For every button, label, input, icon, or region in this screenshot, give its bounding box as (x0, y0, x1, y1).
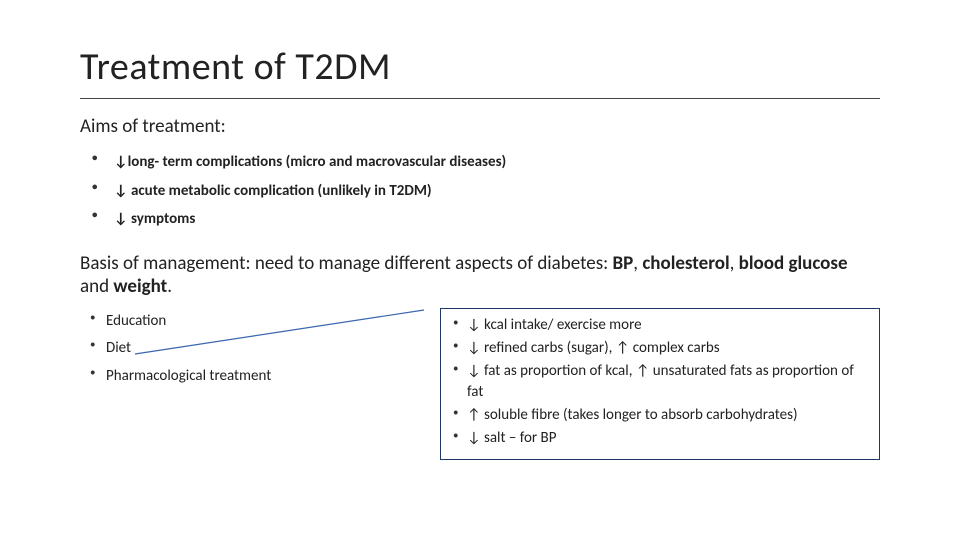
basis-text: Basis of management: need to manage diff… (80, 252, 613, 275)
management-item: Pharmacological treatment (88, 363, 420, 391)
aims-item: ↓ symptoms (88, 205, 880, 234)
diet-callout-box: ↓ kcal intake/ exercise more ↓ refined c… (440, 308, 880, 460)
aims-item: ↓long- term complications (micro and mac… (88, 148, 880, 177)
basis-text: , (633, 252, 642, 275)
basis-bold: weight (113, 275, 167, 298)
management-column: Education Diet Pharmacological treatment (80, 308, 420, 391)
diet-list: ↓ kcal intake/ exercise more ↓ refined c… (451, 315, 869, 449)
basis-bold: blood glucose (739, 252, 848, 275)
basis-bold: cholesterol (642, 252, 729, 275)
basis-heading: Basis of management: need to manage diff… (80, 252, 880, 298)
management-item: Education (88, 308, 420, 336)
diet-item: ↓ kcal intake/ exercise more (451, 315, 869, 336)
aims-item: ↓ acute metabolic complication (unlikely… (88, 177, 880, 206)
diet-item: ↑ soluble fibre (takes longer to absorb … (451, 405, 869, 426)
slide-title: Treatment of T2DM (80, 44, 880, 99)
management-item: Diet (88, 335, 420, 363)
diet-item: ↓ fat as proportion of kcal, ↑ unsaturat… (451, 361, 869, 403)
basis-text: , (730, 252, 739, 275)
slide: Treatment of T2DM Aims of treatment: ↓lo… (0, 0, 960, 540)
basis-text: and (80, 275, 113, 298)
diet-item: ↓ salt – for BP (451, 428, 869, 449)
two-column-region: Education Diet Pharmacological treatment… (80, 308, 880, 460)
basis-text: . (167, 275, 172, 298)
management-list: Education Diet Pharmacological treatment (80, 308, 420, 391)
aims-heading: Aims of treatment: (80, 115, 880, 138)
aims-list: ↓long- term complications (micro and mac… (80, 148, 880, 234)
diet-item: ↓ refined carbs (sugar), ↑ complex carbs (451, 338, 869, 359)
basis-bold: BP (613, 252, 634, 275)
